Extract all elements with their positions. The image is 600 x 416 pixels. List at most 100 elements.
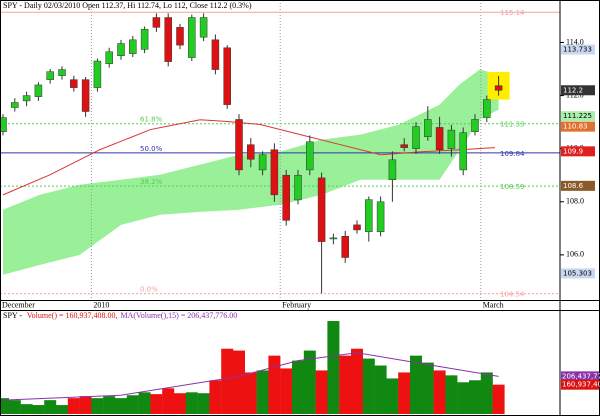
- volume-bar: [138, 392, 151, 414]
- volume-bar: [67, 398, 80, 414]
- candle-body: [306, 141, 314, 171]
- price-label: 109.9: [563, 147, 583, 155]
- candle-body: [388, 159, 397, 180]
- candle-body: [459, 132, 467, 171]
- candle-body: [329, 237, 338, 240]
- volume-bar: [56, 405, 68, 414]
- price-panel: [0, 0, 560, 300]
- candle-body: [58, 69, 66, 76]
- volume-bar: [221, 348, 234, 414]
- x-tick-label: March: [483, 300, 504, 309]
- volume-bar: [492, 384, 505, 414]
- candle-body: [317, 177, 326, 242]
- candle-body: [424, 119, 432, 137]
- candle-body: [11, 102, 19, 108]
- volume-bar: [327, 321, 340, 414]
- volume-bar: [256, 370, 269, 414]
- candle-body: [447, 129, 456, 149]
- volume-bar: [150, 394, 163, 414]
- cloud: [3, 69, 499, 275]
- volume-bar: [91, 398, 104, 414]
- volume-bar: [315, 370, 328, 414]
- candle-body: [117, 43, 125, 57]
- candle-body: [34, 84, 43, 97]
- price-label: 111.225: [563, 112, 592, 120]
- price-label: 110.83: [563, 123, 588, 131]
- candle-body: [176, 27, 184, 46]
- volume-panel: [0, 321, 505, 414]
- price-label: 105.303: [563, 269, 592, 277]
- y-tick-label: 114.0: [566, 37, 584, 46]
- candle-body: [258, 154, 267, 171]
- volume-bar: [386, 378, 399, 414]
- candle-body: [105, 51, 113, 64]
- y-tick-label: 106.0: [566, 250, 584, 259]
- volume-bar: [233, 350, 245, 414]
- volume-bar: [303, 350, 316, 414]
- fib-value-label: 109.84: [500, 150, 525, 158]
- candle-body: [211, 39, 220, 70]
- volume-bar: [374, 365, 387, 414]
- candle-body: [494, 85, 503, 91]
- price-label-box: [561, 268, 595, 279]
- volume-bar: [174, 393, 186, 414]
- volume-bar: [115, 398, 127, 414]
- candle-body: [164, 17, 172, 62]
- volume-label: 160,937,408.00: [562, 381, 600, 389]
- volume-title: SPY - Volume() = 160,937,408.00, MA(Volum…: [3, 311, 237, 320]
- moving-average: [2, 119, 496, 196]
- candle-body: [199, 17, 208, 38]
- candle-body: [93, 60, 102, 88]
- price-label-box: [561, 121, 595, 132]
- volume-bar: [209, 380, 222, 414]
- candle-body: [376, 201, 385, 233]
- x-tick-label: February: [282, 300, 311, 309]
- volume-bar: [445, 375, 458, 414]
- candle-body: [129, 39, 137, 54]
- candle-body: [140, 28, 149, 50]
- candle-body: [483, 99, 491, 118]
- volume-bar: [79, 396, 92, 414]
- volume-ma: [2, 352, 499, 401]
- volume-title-part: Volume() = 160,937,408.00,: [27, 311, 118, 320]
- volume-bar: [469, 380, 481, 414]
- volume-label: 206,437,776.00: [562, 372, 600, 380]
- fib-pct-label: 61.8%: [140, 116, 163, 124]
- volume-title-part: SPY -: [3, 311, 24, 320]
- volume-bar: [292, 360, 304, 414]
- chart-title: SPY - Daily 02/03/2010 Open 112.37, Hi 1…: [3, 1, 252, 10]
- candle-body: [22, 95, 31, 102]
- price-label-box: [561, 111, 595, 122]
- candle-body: [235, 119, 243, 171]
- volume-bar: [268, 355, 281, 414]
- x-tick-label: 2010: [93, 300, 109, 309]
- candle-body: [341, 236, 349, 258]
- candle-body: [471, 119, 479, 132]
- fib-value-label: 104.54: [500, 291, 525, 299]
- candle-body: [282, 174, 290, 221]
- candle-body: [81, 79, 90, 112]
- volume-bar: [398, 372, 411, 414]
- volume-bar: [421, 362, 434, 414]
- volume-bar: [362, 358, 375, 414]
- fib-value-label: 115.14: [500, 9, 525, 17]
- candle-body: [223, 47, 231, 105]
- candle-body: [435, 127, 444, 150]
- fib-pct-label: 38.2%: [140, 178, 163, 186]
- candle-body: [0, 117, 7, 132]
- volume-bar: [351, 348, 363, 414]
- candle-body: [70, 79, 78, 88]
- fib-pct-label: 0.0%: [140, 286, 158, 294]
- volume-bar: [280, 368, 293, 414]
- y-tick-label: 108.0: [566, 197, 584, 206]
- volume-bar: [244, 372, 257, 414]
- volume-bar: [410, 355, 422, 414]
- volume-bar: [126, 395, 139, 414]
- volume-bar: [433, 370, 446, 414]
- price-label-box: [561, 85, 595, 96]
- fib-value-label: 108.59: [500, 183, 525, 191]
- volume-bar: [162, 388, 175, 414]
- candle-body: [412, 126, 420, 149]
- volume-label-box: [561, 371, 599, 382]
